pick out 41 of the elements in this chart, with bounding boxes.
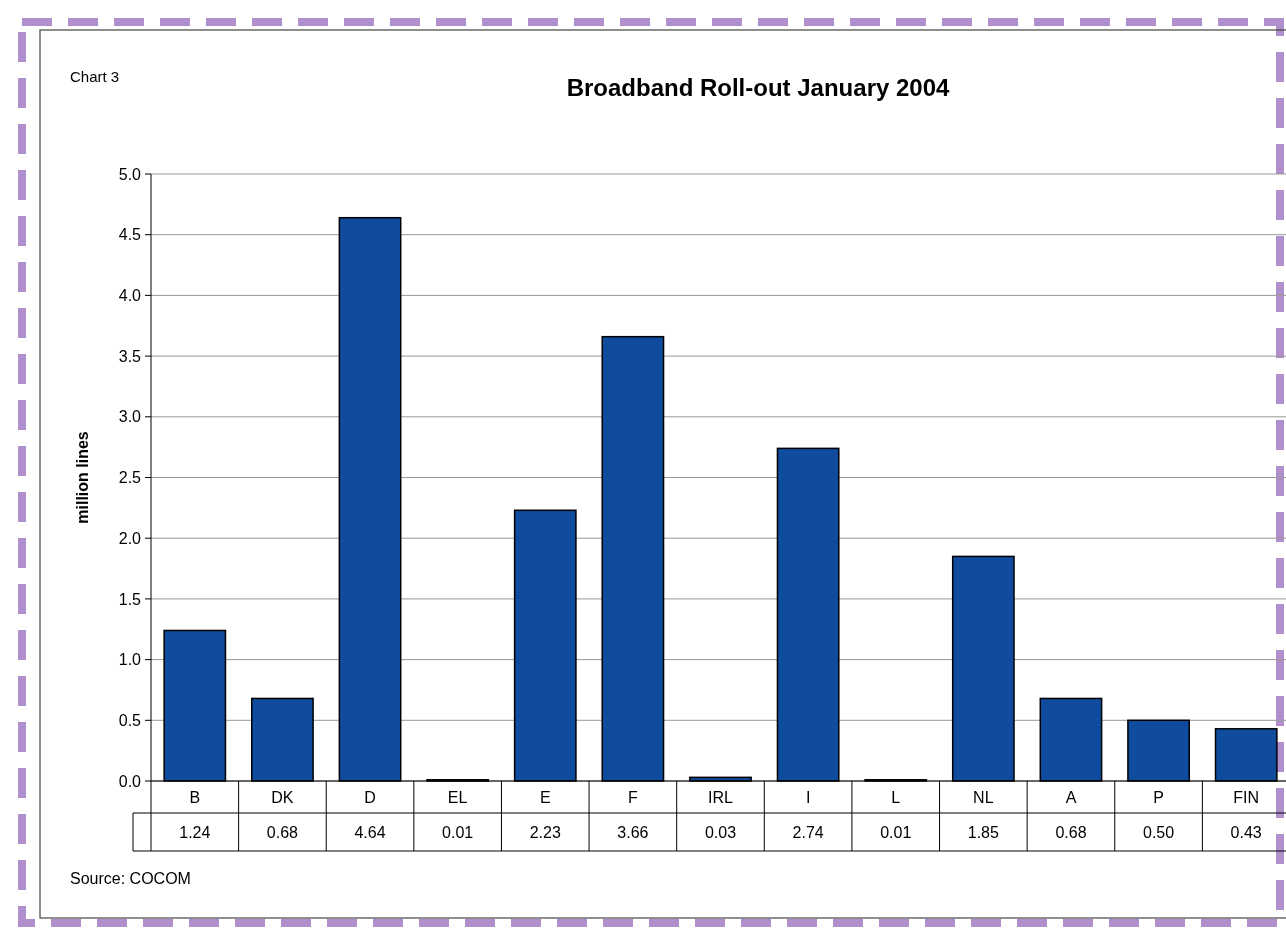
x-tick-label: F (627, 788, 638, 806)
x-tick-label: A (1065, 788, 1077, 806)
y-tick-label: 5.0 (118, 165, 142, 183)
data-label: 4.64 (354, 823, 386, 841)
y-tick-label: 1.5 (118, 590, 142, 608)
data-label: 0.01 (880, 823, 912, 841)
data-label: 0.01 (442, 823, 474, 841)
x-tick-label: IRL (708, 788, 734, 806)
data-label: 2.74 (792, 823, 824, 841)
data-label: 1.85 (967, 823, 1000, 841)
y-tick-label: 0.5 (118, 711, 142, 729)
y-tick-label: 2.5 (118, 469, 142, 487)
x-tick-label: L (891, 788, 901, 806)
y-tick-label: 3.0 (118, 408, 142, 426)
y-tick-label: 3.5 (118, 347, 142, 365)
x-tick-label: FIN (1233, 788, 1260, 806)
chart-title: Broadband Roll-out January 2004 (566, 74, 951, 101)
x-tick-label: NL (973, 788, 994, 806)
x-tick-label: DK (271, 788, 294, 806)
x-tick-label: D (364, 788, 376, 806)
x-tick-label: P (1153, 788, 1164, 806)
y-axis-title: million lines (74, 431, 91, 524)
data-label: 0.03 (704, 823, 737, 841)
data-label: 0.68 (266, 823, 299, 841)
y-tick-label: 4.5 (118, 226, 142, 244)
data-label: 1.24 (179, 823, 211, 841)
data-label: 0.68 (1055, 823, 1087, 841)
y-tick-label: 0.0 (118, 772, 142, 790)
data-label: 2.23 (529, 823, 561, 841)
caption: Chart 3 (70, 68, 120, 85)
y-tick-label: 1.0 (118, 651, 142, 669)
y-tick-label: 2.0 (118, 529, 142, 547)
y-tick-label: 4.0 (118, 287, 142, 304)
source-note: Source: COCOM (70, 870, 191, 887)
data-label: 0.50 (1143, 823, 1175, 841)
x-tick-label: EL (447, 788, 468, 806)
x-tick-label: B (189, 788, 201, 806)
x-tick-label: I (805, 788, 811, 806)
x-tick-label: E (539, 788, 551, 806)
data-label: 0.43 (1230, 823, 1262, 841)
data-label: 3.66 (617, 823, 649, 841)
